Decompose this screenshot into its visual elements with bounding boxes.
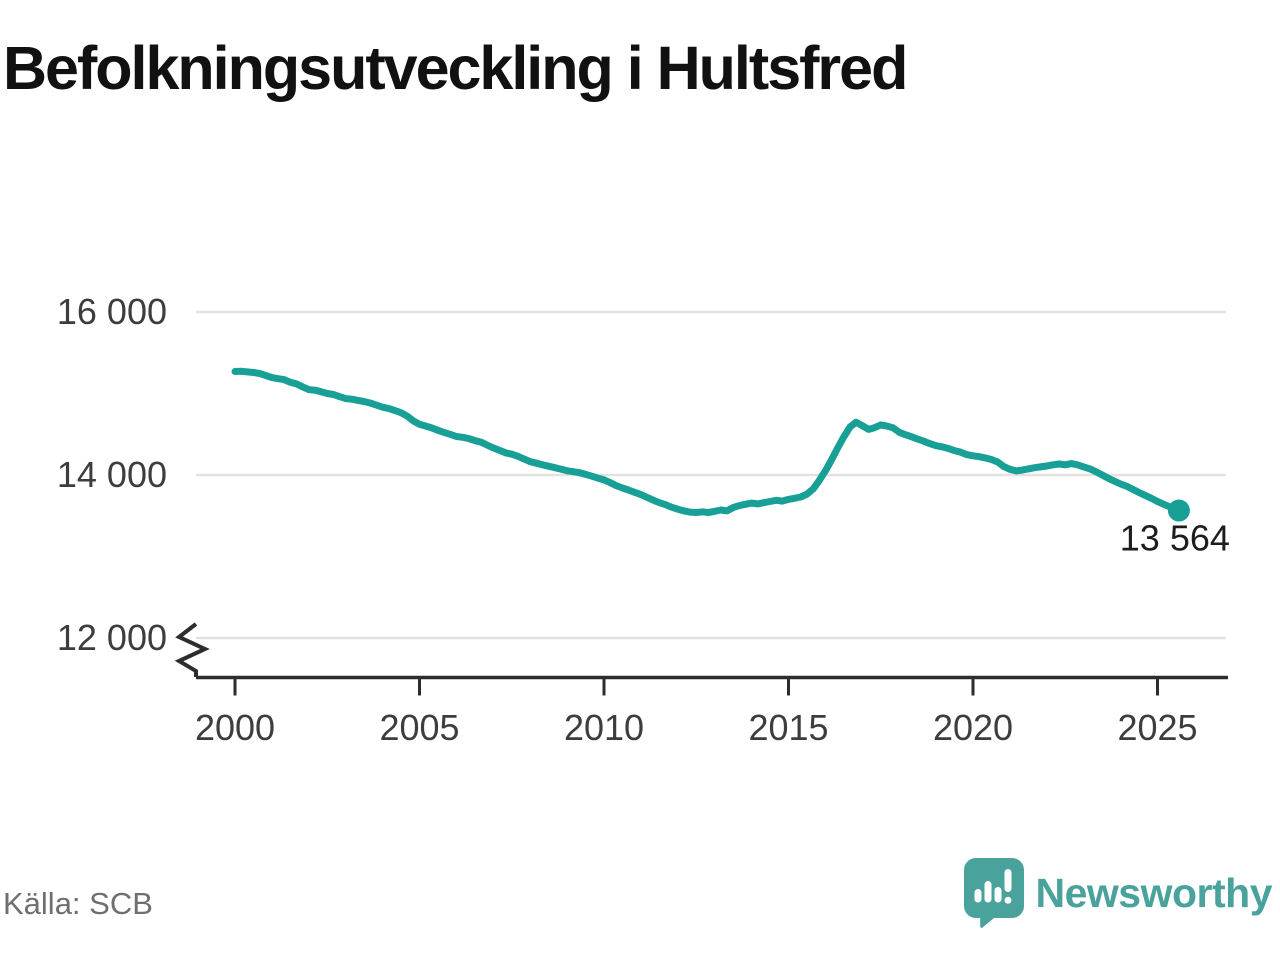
x-tick-label: 2025 bbox=[1117, 707, 1197, 748]
brand-logo: Newsworthy bbox=[963, 858, 1273, 928]
x-tick-label: 2005 bbox=[379, 707, 459, 748]
newsworthy-chart-bubble-icon bbox=[963, 858, 1024, 928]
x-tick-label: 2010 bbox=[564, 707, 644, 748]
y-tick-label: 16 000 bbox=[57, 291, 167, 332]
x-tick-label: 2015 bbox=[748, 707, 828, 748]
y-tick-label: 12 000 bbox=[57, 617, 167, 658]
chart-title: Befolkningsutveckling i Hultsfred bbox=[3, 34, 908, 102]
brand-wordmark: Newsworthy bbox=[1035, 870, 1273, 916]
source-note: Källa: SCB bbox=[3, 886, 153, 921]
x-tick-label: 2020 bbox=[933, 707, 1013, 748]
end-point-marker bbox=[1167, 499, 1190, 522]
end-value-label: 13 564 bbox=[1120, 518, 1230, 559]
axis-break-icon bbox=[174, 622, 210, 677]
y-tick-label: 14 000 bbox=[57, 454, 167, 495]
x-tick-label: 2000 bbox=[195, 707, 275, 748]
population-line bbox=[231, 367, 1183, 516]
